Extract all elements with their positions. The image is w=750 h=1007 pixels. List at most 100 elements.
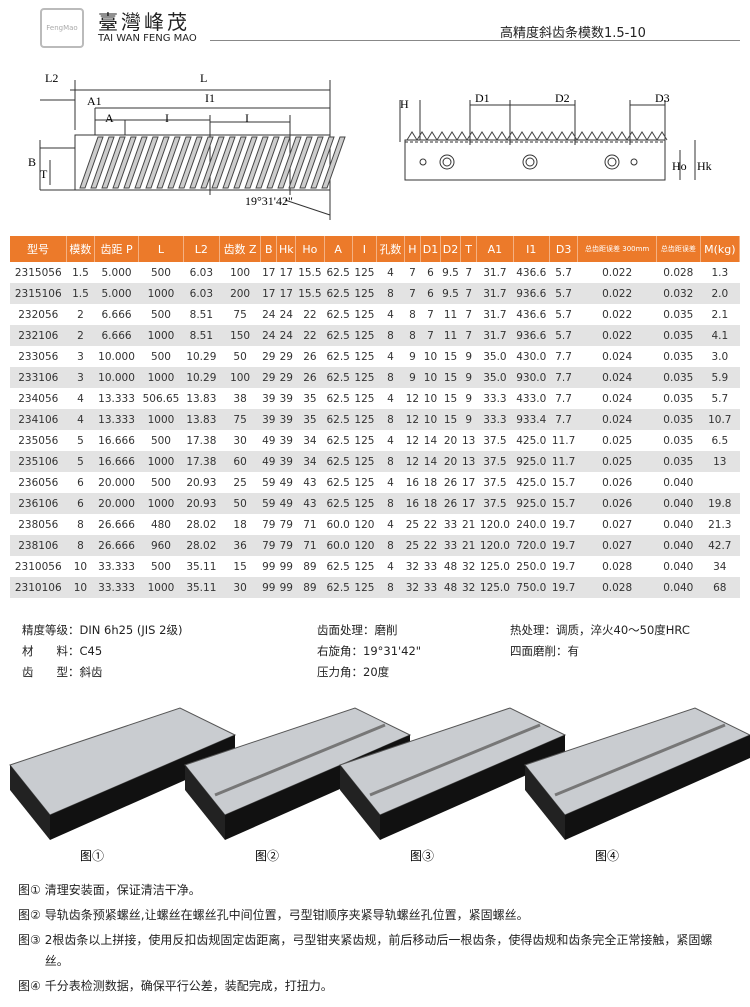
tooth [266, 136, 291, 189]
table-cell: 234106 [10, 409, 67, 430]
table-cell: 5.000 [101, 266, 132, 279]
table-cell: 36 [219, 535, 261, 556]
table-cell: 2315056 [14, 266, 62, 279]
table-cell: 1000 [138, 577, 184, 598]
table-cell: 8 [376, 409, 405, 430]
table-cell: 11 [443, 308, 458, 321]
table-cell: 62.5 [324, 451, 353, 472]
logo-en: TAI WAN FENG MAO [98, 33, 197, 44]
table-cell: 19.7 [549, 577, 578, 598]
column-header: I1 [513, 236, 550, 262]
table-cell: 0.024 [602, 392, 633, 405]
table-cell: 120 [352, 535, 377, 556]
table-cell: 235056 [18, 434, 59, 447]
tooth [156, 136, 181, 189]
table-cell: 59 [262, 476, 276, 489]
table-cell: 11.7 [551, 434, 576, 447]
table-cell: 25 [233, 476, 247, 489]
table-cell: 125 [352, 493, 377, 514]
table-cell: 7 [404, 283, 421, 304]
table-row: 2310056 10 33.333 500 35.11 15 99 99 89 62.5 125 4 3… [10, 556, 740, 577]
tooth [546, 131, 558, 141]
tooth [288, 136, 313, 189]
table-cell: 71 [303, 518, 317, 531]
spec-table: 型号 模数 齿距 P L L2 齿数 Z B Hk Ho A I 孔数 H D1 D2 T A1 I1 D3 总齿距误… [10, 236, 741, 598]
table-cell: 120.0 [479, 518, 510, 531]
table-cell: 60 [219, 451, 261, 472]
table-cell: 5 [66, 451, 95, 472]
table-cell: 125 [354, 350, 375, 363]
table-cell: 17 [260, 283, 277, 304]
table-cell: 49 [276, 493, 296, 514]
table-cell: 480 [150, 518, 171, 531]
table-cell: 43 [295, 493, 325, 514]
table-cell: 5.000 [94, 283, 139, 304]
table-cell: 4 [387, 476, 394, 489]
tooth [626, 131, 638, 141]
title: 高精度斜齿条模数1.5-10 [500, 26, 646, 41]
dim-label: Hk [697, 159, 712, 173]
tooth [178, 136, 203, 189]
table-row: 235106 5 16.666 1000 17.38 60 49 39 34 62.5 125 8 12… [10, 451, 740, 472]
table-cell: 425.0 [516, 476, 547, 489]
rack-front [10, 765, 50, 840]
table-cell: 8 [66, 535, 95, 556]
table-cell: 17 [276, 283, 296, 304]
table-cell: 62.5 [324, 409, 353, 430]
spec-item: 齿面处理：磨削 [317, 623, 398, 637]
table-cell: 37.5 [483, 476, 507, 489]
table-cell: 21.3 [708, 518, 732, 531]
table-cell: 99 [260, 577, 277, 598]
table-cell: 62.5 [326, 560, 350, 573]
table-cell: 62.5 [324, 325, 353, 346]
tooth [516, 131, 528, 141]
table-cell: 15 [233, 560, 247, 573]
table-cell: 31.7 [476, 283, 514, 304]
spec-column: 精度等级：DIN 6h25 (JIS 2级) 材 料：C45 齿 型：斜齿 [22, 620, 182, 683]
table-cell: 250.0 [516, 560, 547, 573]
table-cell: 9 [460, 409, 477, 430]
tooth [222, 136, 247, 189]
table-cell: 62.5 [324, 367, 353, 388]
table-cell: 9 [465, 392, 473, 405]
table-cell: 48 [440, 577, 461, 598]
column-header: Hk [276, 236, 297, 262]
table-cell: 120.0 [476, 535, 514, 556]
table-cell: 31.7 [483, 266, 507, 279]
table-cell: 0.027 [602, 518, 633, 531]
table-cell: 62.5 [326, 392, 350, 405]
table-cell: 37.5 [476, 493, 514, 514]
rack-photo: 图③ [339, 707, 567, 863]
table-cell: 26 [443, 476, 458, 489]
table-cell: 35.11 [183, 577, 220, 598]
table-cell: 500 [150, 434, 171, 447]
table-cell: 0.035 [656, 367, 701, 388]
table-row: 2315056 1.5 5.000 500 6.03 100 17 17 15.5 62.5 125… [10, 262, 740, 283]
table-cell: 3.0 [711, 350, 729, 363]
table-cell: 125 [354, 434, 375, 447]
table-cell: 33.3 [483, 392, 507, 405]
dim-label: A1 [87, 94, 102, 108]
table-cell: 35.0 [483, 350, 507, 363]
table-cell: 1000 [138, 283, 184, 304]
table-cell: 7.7 [549, 409, 578, 430]
table-cell: 10.000 [98, 350, 135, 363]
table-cell: 234056 [18, 392, 59, 405]
spec-item: 压力角：20度 [317, 665, 390, 679]
table-row: 236106 6 20.000 1000 20.93 50 59 49 43 62.5 125 8 16… [10, 493, 740, 514]
rack-side [565, 735, 750, 840]
note-label: 图① [18, 883, 41, 897]
table-cell: 2 [66, 325, 95, 346]
table-cell: 238056 [18, 518, 59, 531]
table-cell: 500 [150, 476, 171, 489]
table-cell: 12 [404, 451, 421, 472]
note: 图② 导轨齿条预紧螺丝,让螺丝在螺丝孔中间位置，弓型钳顺序夹紧导轨螺丝孔位置，紧固… [18, 905, 733, 926]
table-cell: 0.022 [577, 325, 657, 346]
table-cell: 500 [150, 560, 171, 573]
figure-caption: 图③ [410, 849, 434, 863]
table-cell: 10.000 [94, 367, 139, 388]
rack-photo: 图① [9, 707, 237, 863]
table-cell: 37.5 [483, 434, 507, 447]
column-header: A1 [476, 236, 514, 262]
table-cell: 20.93 [183, 493, 220, 514]
